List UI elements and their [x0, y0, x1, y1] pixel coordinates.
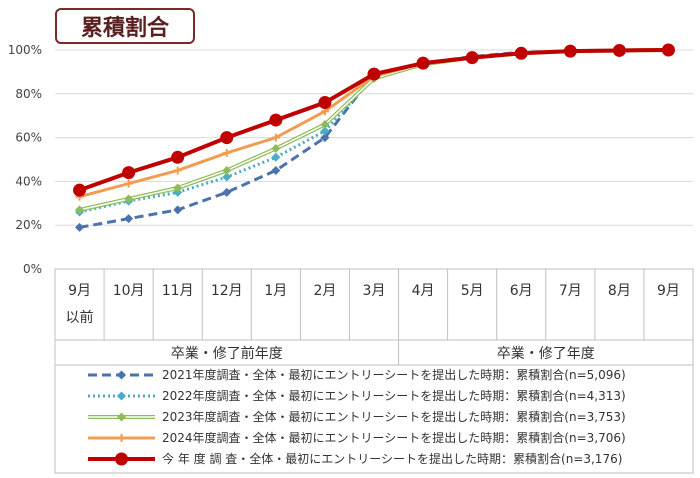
data-point-s3 [271, 133, 280, 142]
y-tick-label: 60% [15, 131, 42, 145]
category-table [54, 268, 694, 474]
data-point-s4 [367, 67, 381, 81]
x-tick-label: 以前 [66, 309, 94, 326]
data-point-s4 [220, 131, 234, 145]
x-tick-label: 11月 [162, 283, 194, 299]
data-point-s0 [75, 222, 85, 232]
legend-label-3: 2024年度調査・全体・最初にエントリーシートを提出した時期：累積割合(n=3,… [162, 430, 626, 445]
x-tick-label: 5月 [461, 283, 484, 299]
legend-marker-1 [117, 391, 126, 401]
data-point-s4 [563, 44, 577, 58]
data-point-s2 [124, 194, 134, 204]
data-point-s1 [271, 152, 281, 162]
legend-marker-0 [117, 370, 126, 380]
legend-marker-3 [117, 434, 126, 442]
data-point-s1 [320, 126, 330, 136]
y-tick-label: 100% [8, 43, 42, 57]
legend-marker-2 [117, 412, 126, 422]
data-point-s2 [222, 165, 232, 175]
x-tick-label: 1月 [264, 283, 287, 299]
chart-title: 累積割合 [55, 8, 195, 44]
x-tick-label: 9月 [657, 283, 680, 299]
data-point-s2 [271, 144, 281, 154]
data-point-s2 [75, 205, 85, 215]
legend-label-0: 2021年度調査・全体・最初にエントリーシートを提出した時期：累積割合(n=5,… [162, 367, 626, 382]
data-point-s0 [124, 214, 134, 224]
data-point-s4 [122, 166, 136, 180]
data-point-s4 [73, 183, 87, 197]
period-label: 卒業・修了前年度 [171, 345, 283, 362]
data-point-s0 [222, 187, 232, 197]
y-tick-label: 40% [15, 174, 42, 188]
x-tick-label: 3月 [363, 283, 386, 299]
data-point-s3 [173, 166, 182, 175]
y-tick-label: 80% [15, 87, 42, 101]
period-label: 卒業・修了年度 [497, 346, 595, 362]
data-point-s4 [416, 56, 430, 70]
x-tick-label: 10月 [113, 283, 145, 299]
data-point-s4 [269, 113, 283, 127]
data-point-s2 [320, 119, 330, 129]
x-tick-label: 8月 [608, 283, 631, 299]
data-point-s2 [173, 183, 183, 193]
data-point-s4 [318, 96, 332, 110]
legend-label-1: 2022年度調査・全体・最初にエントリーシートを提出した時期：累積割合(n=4,… [162, 388, 626, 403]
x-tick-label: 12月 [211, 283, 243, 299]
data-point-s4 [612, 43, 626, 57]
data-point-s4 [661, 43, 675, 57]
data-point-s0 [173, 205, 183, 215]
data-point-s1 [222, 172, 232, 182]
y-tick-label: 20% [15, 218, 42, 232]
x-tick-label: 4月 [412, 283, 435, 299]
data-point-s3 [124, 179, 133, 188]
data-point-s3 [222, 148, 231, 157]
x-tick-label: 7月 [559, 283, 582, 299]
data-point-s0 [271, 165, 281, 175]
y-tick-label: 0% [23, 262, 42, 276]
x-tick-label: 2月 [313, 283, 336, 299]
x-tick-label: 6月 [510, 283, 533, 299]
data-point-s4 [465, 51, 479, 65]
legend-label-4: 今 年 度 調 査・全体・最初にエントリーシートを提出した時期：累積割合(n=3… [162, 451, 622, 466]
data-point-s4 [171, 150, 185, 164]
data-point-s4 [514, 46, 528, 60]
x-tick-label: 9月 [68, 283, 91, 299]
legend-marker-4 [115, 452, 128, 466]
legend-label-2: 2023年度調査・全体・最初にエントリーシートを提出した時期：累積割合(n=3,… [162, 409, 626, 424]
data-point-s0 [320, 133, 330, 143]
